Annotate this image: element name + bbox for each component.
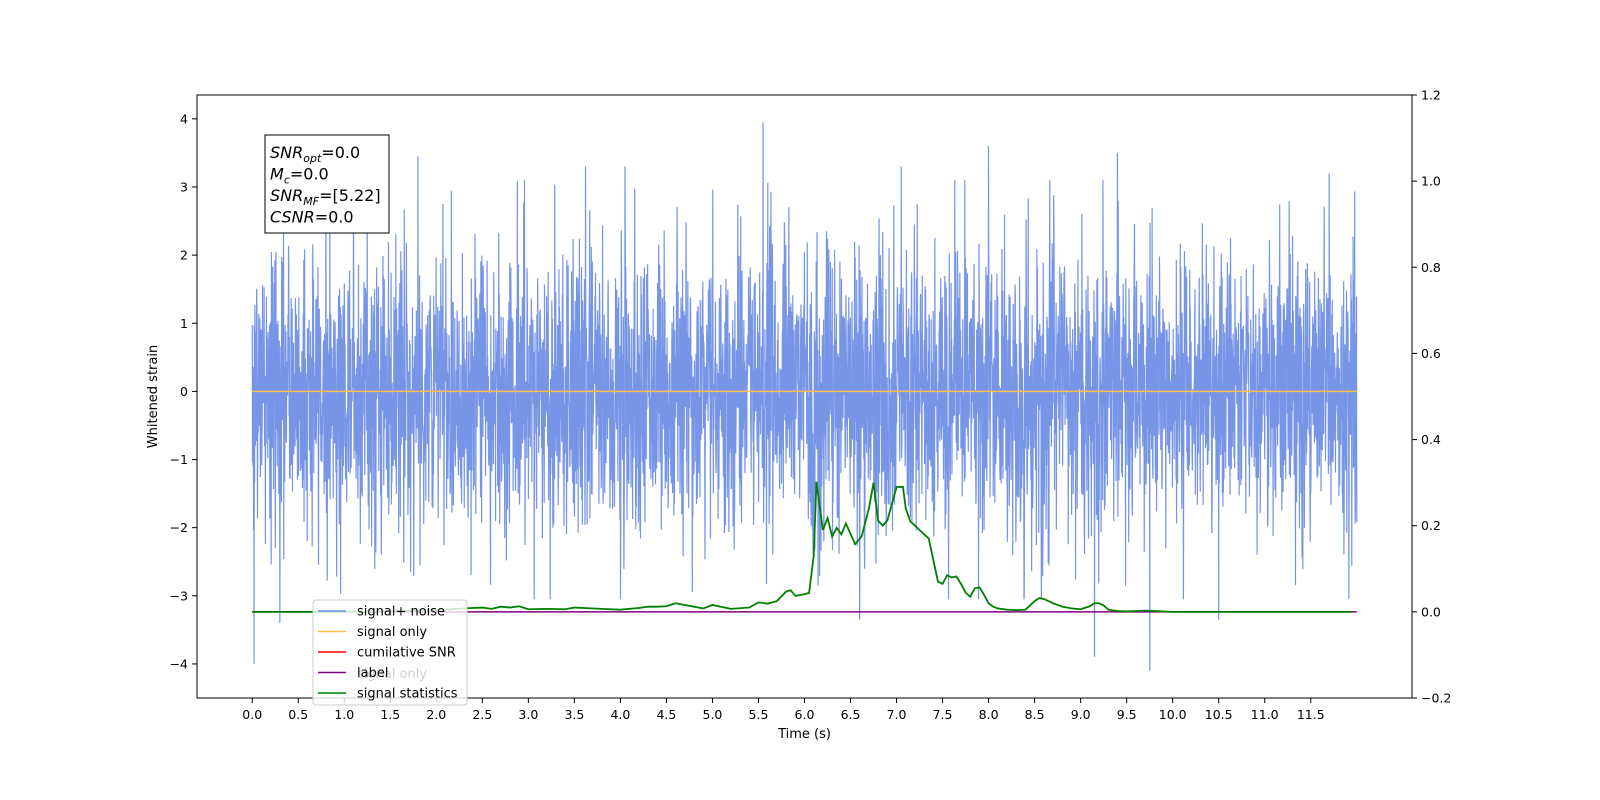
y-tick-label-right: 1.2 xyxy=(1421,88,1441,103)
x-tick-label: 11.5 xyxy=(1297,707,1325,722)
x-tick-label: 6.0 xyxy=(795,707,815,722)
y-tick-label-right: 1.0 xyxy=(1421,174,1441,189)
x-tick-label: 3.0 xyxy=(518,707,538,722)
series-signal-noise-line xyxy=(251,122,1358,671)
x-axis: 0.0 0.5 1.0 1.5 2.0 2.5 3.0 3.5 4.0 4.5 5.0 5.5 6.0 6… xyxy=(242,698,1325,722)
legend-label: signal+ noise xyxy=(357,605,445,620)
series-signal-noise xyxy=(251,122,1358,671)
x-axis-label: Time (s) xyxy=(777,727,831,742)
x-tick-label: 1.5 xyxy=(380,707,400,722)
x-tick-label: 5.0 xyxy=(703,707,723,722)
annotation-line: SNRMF=[5.22] xyxy=(270,186,381,208)
x-tick-label: 7.5 xyxy=(933,707,953,722)
x-tick-label: 0.0 xyxy=(242,707,262,722)
x-tick-label: 7.0 xyxy=(887,707,907,722)
x-tick-label: 11.0 xyxy=(1251,707,1279,722)
legend-label: signal statistics xyxy=(357,687,458,702)
x-tick-label: 10.0 xyxy=(1159,707,1187,722)
y-tick-label-right: 0.2 xyxy=(1421,518,1441,533)
y-tick-label-left: −3 xyxy=(170,588,188,603)
x-tick-label: 5.5 xyxy=(749,707,769,722)
legend-label: label xyxy=(357,666,388,681)
annotation-line: SNRopt=0.0 xyxy=(270,143,360,165)
y-tick-label-right: 0.6 xyxy=(1421,346,1441,361)
legend-label: cumilative SNR xyxy=(357,646,456,661)
y-axis-label: Whitened strain xyxy=(146,345,161,448)
x-tick-label: 2.0 xyxy=(426,707,446,722)
y-axis-right: 1.2 1.0 0.8 0.6 0.4 0.2 0.0 −0.2 xyxy=(1412,88,1451,706)
x-tick-label: 8.0 xyxy=(979,707,999,722)
legend-frame xyxy=(312,599,468,706)
legend-label: signal only xyxy=(357,625,427,640)
x-tick-label: 2.5 xyxy=(472,707,492,722)
y-tick-label-left: 4 xyxy=(180,111,188,126)
y-tick-label-right: −0.2 xyxy=(1421,691,1451,706)
y-tick-label-left: −2 xyxy=(170,520,188,535)
annotation-line: Mc=0.0 xyxy=(270,165,329,187)
y-tick-label-right: 0.4 xyxy=(1421,432,1441,447)
y-tick-label-left: 1 xyxy=(180,316,188,331)
x-tick-label: 9.0 xyxy=(1071,707,1091,722)
x-tick-label: 1.0 xyxy=(334,707,354,722)
x-tick-label: 4.5 xyxy=(656,707,676,722)
x-tick-label: 3.5 xyxy=(564,707,584,722)
x-tick-label: 6.5 xyxy=(841,707,861,722)
x-tick-label: 0.5 xyxy=(288,707,308,722)
y-axis-left: 4 3 2 1 0 −1 −2 −3 −4 xyxy=(170,111,197,671)
x-tick-label: 4.0 xyxy=(610,707,630,722)
y-tick-label-right: 0.0 xyxy=(1421,604,1441,619)
y-tick-label-left: −1 xyxy=(170,452,188,467)
x-tick-label: 10.5 xyxy=(1205,707,1233,722)
y-tick-label-right: 0.8 xyxy=(1421,260,1441,275)
y-tick-label-left: −4 xyxy=(170,656,188,671)
annotation-line: CSNR=0.0 xyxy=(270,208,354,227)
x-tick-label: 8.5 xyxy=(1025,707,1045,722)
annotation-box-frame xyxy=(264,134,390,234)
x-tick-label: 9.5 xyxy=(1117,707,1137,722)
series-signal-statistics xyxy=(252,481,1353,613)
y-tick-label-left: 0 xyxy=(180,384,188,399)
y-tick-label-left: 2 xyxy=(180,248,188,263)
y-tick-label-left: 3 xyxy=(180,179,188,194)
